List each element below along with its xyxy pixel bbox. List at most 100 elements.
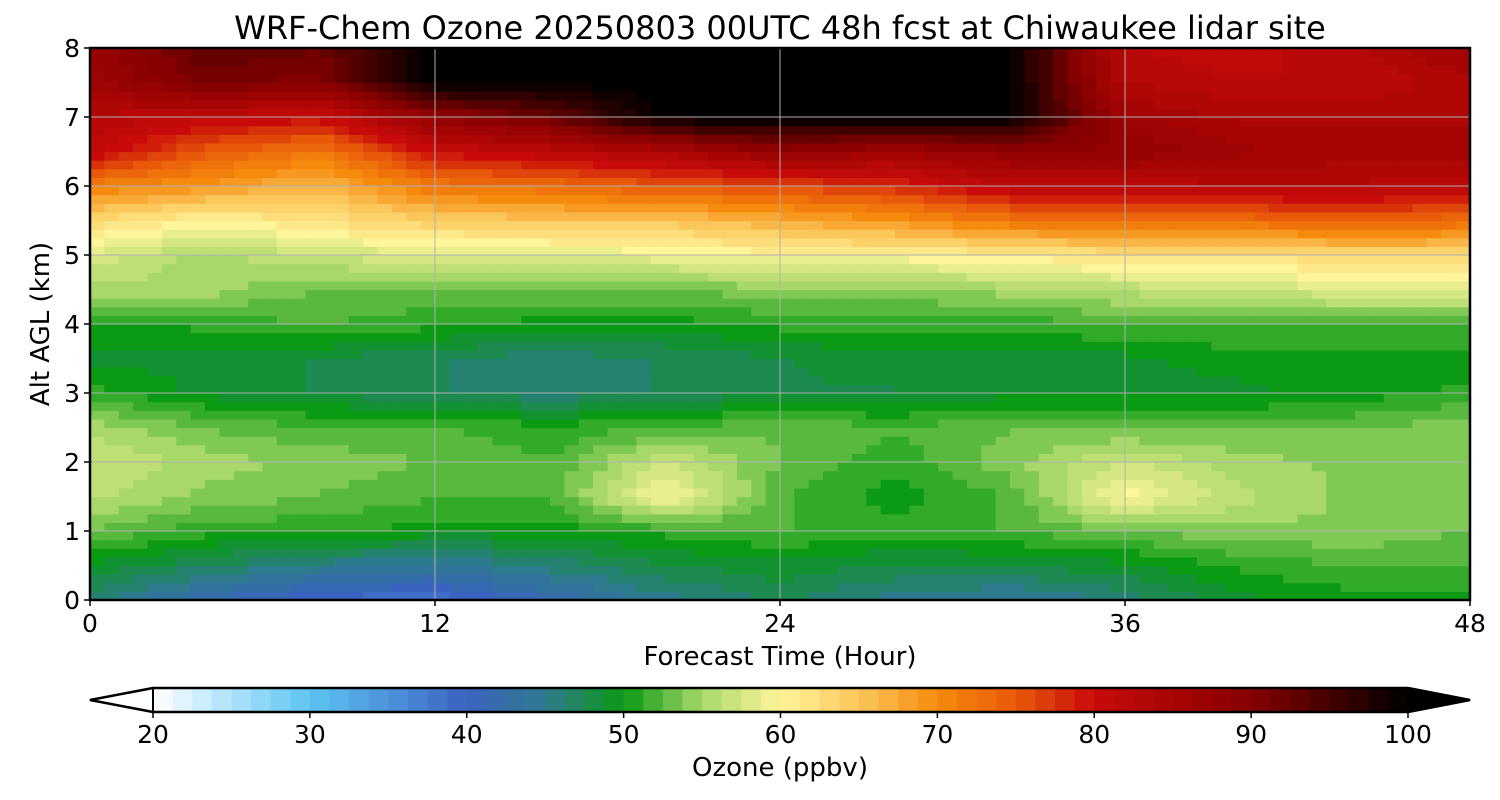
heatmap-cell (1168, 332, 1184, 342)
heatmap-cell (1168, 177, 1184, 187)
heatmap-cell (578, 496, 594, 506)
heatmap-cell (1067, 436, 1083, 446)
heatmap-cell (478, 591, 494, 600)
heatmap-cell (219, 548, 235, 558)
heatmap-cell (938, 324, 954, 334)
heatmap-cell (751, 436, 767, 446)
heatmap-cell (161, 298, 177, 308)
heatmap-cell (593, 263, 609, 273)
heatmap-cell (1383, 436, 1399, 446)
heatmap-cell (118, 513, 134, 523)
heatmap-cell (276, 582, 292, 592)
heatmap-cell (966, 531, 982, 541)
heatmap-cell (1211, 453, 1227, 463)
heatmap-cell (535, 229, 551, 239)
heatmap-cell (736, 358, 752, 368)
heatmap-cell (1268, 453, 1284, 463)
heatmap-cell (578, 505, 594, 515)
heatmap-cell (1038, 255, 1054, 265)
heatmap-cell (1168, 203, 1184, 213)
heatmap-cell (880, 229, 896, 239)
heatmap-cell (176, 444, 192, 454)
heatmap-cell (1254, 462, 1270, 472)
heatmap-cell (348, 151, 364, 161)
heatmap-cell (1398, 220, 1414, 230)
heatmap-cell (133, 410, 149, 420)
heatmap-cell (1081, 177, 1097, 187)
heatmap-cell (665, 513, 680, 523)
heatmap-cell (1297, 341, 1313, 351)
heatmap-cell (794, 556, 810, 567)
heatmap-cell (895, 255, 910, 265)
heatmap-cell (1254, 384, 1270, 394)
heatmap-cell (276, 367, 292, 377)
heatmap-cell (966, 487, 982, 498)
heatmap-cell (205, 410, 220, 420)
heatmap-cell (1053, 401, 1069, 411)
heatmap-cell (1369, 367, 1385, 377)
heatmap-cell (1326, 496, 1342, 506)
heatmap-cell (291, 505, 307, 515)
heatmap-cell (866, 255, 882, 265)
heatmap-cell (650, 539, 666, 549)
heatmap-cell (736, 332, 752, 342)
heatmap-cell (1311, 211, 1327, 222)
heatmap-cell (1412, 246, 1428, 256)
heatmap-cell (133, 220, 149, 230)
heatmap-cell (1254, 194, 1270, 204)
heatmap-cell (420, 444, 436, 454)
heatmap-cell (650, 237, 666, 247)
heatmap-cell (650, 591, 666, 600)
heatmap-cell (751, 453, 767, 463)
heatmap-cell (722, 186, 738, 196)
heatmap-cell (133, 367, 149, 377)
heatmap-cell (1268, 487, 1284, 498)
heatmap-cell (118, 358, 134, 368)
heatmap-cell (636, 496, 652, 506)
heatmap-cell (291, 487, 307, 498)
heatmap-cell (1426, 375, 1442, 385)
heatmap-cell (406, 487, 422, 498)
heatmap-cell (794, 246, 810, 256)
heatmap-cell (1024, 548, 1040, 558)
heatmap-cell (1081, 358, 1097, 368)
heatmap-cell (895, 453, 910, 463)
heatmap-cell (262, 522, 278, 532)
heatmap-cell (736, 237, 752, 247)
heatmap-cell (923, 332, 939, 342)
heatmap-cell (205, 220, 220, 230)
heatmap-cell (535, 151, 551, 161)
heatmap-cell (1369, 151, 1385, 161)
heatmap-cell (1254, 341, 1270, 351)
heatmap-cell (334, 410, 350, 420)
heatmap-cell (1125, 315, 1140, 325)
heatmap-cell (1340, 263, 1356, 273)
heatmap-cell (1412, 531, 1428, 541)
heatmap-cell (348, 479, 364, 489)
heatmap-cell (1383, 462, 1399, 472)
heatmap-cell (205, 427, 220, 437)
heatmap-cell (1283, 341, 1299, 351)
heatmap-cell (765, 393, 781, 403)
heatmap-cell (593, 565, 609, 575)
heatmap-cell (248, 237, 264, 247)
heatmap-cell (104, 496, 120, 506)
heatmap-cell (104, 289, 120, 299)
heatmap-cell (492, 263, 508, 273)
heatmap-cell (995, 375, 1011, 385)
heatmap-cell (118, 556, 134, 567)
heatmap-cell (765, 436, 781, 446)
heatmap-cell (780, 255, 795, 265)
heatmap-cell (1125, 487, 1140, 498)
heatmap-cell (851, 151, 867, 161)
heatmap-cell (248, 255, 264, 265)
heatmap-cell (1153, 531, 1169, 541)
heatmap-cell (636, 341, 652, 351)
heatmap-cell (1110, 565, 1126, 575)
heatmap-cell (1355, 298, 1370, 308)
heatmap-cell (765, 298, 781, 308)
heatmap-cell (1110, 341, 1126, 351)
heatmap-cell (219, 462, 235, 472)
heatmap-cell (1096, 565, 1112, 575)
heatmap-cell (938, 211, 954, 222)
